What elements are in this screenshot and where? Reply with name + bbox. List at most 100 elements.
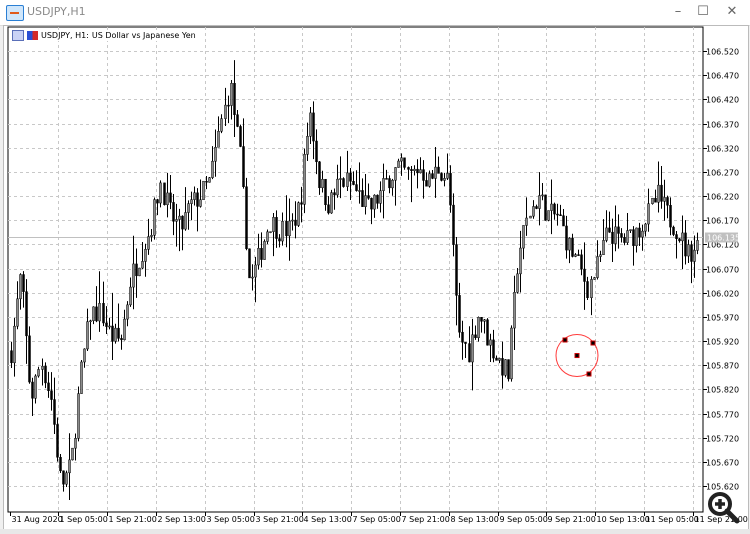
circle-handle <box>590 340 596 346</box>
candle-bear <box>95 306 98 322</box>
candle-bull <box>263 241 266 260</box>
candle-bull <box>68 459 71 474</box>
candle-bear <box>654 197 657 203</box>
candle-bull <box>568 237 571 251</box>
candle-bull <box>71 447 74 461</box>
candle-bear <box>10 350 13 364</box>
candle-bear <box>678 238 681 242</box>
candle-bull <box>269 231 272 233</box>
candle-bull <box>419 169 422 174</box>
candle-bull <box>141 261 144 269</box>
candle-bear <box>669 205 672 228</box>
candle-bull <box>202 180 205 200</box>
y-tick-label: 106.170 <box>706 217 739 226</box>
candle-bear <box>480 317 483 322</box>
zoom-in-icon[interactable] <box>706 490 740 524</box>
candle-bear <box>403 157 406 168</box>
candle-bull <box>635 227 638 246</box>
circle-handle <box>574 353 580 359</box>
candle-bear <box>535 206 538 209</box>
chart-symbol: USDJPY, H1: <box>41 31 89 40</box>
y-tick-label: 106.220 <box>706 193 739 202</box>
candle-bull <box>159 182 162 204</box>
candle-bear <box>507 359 510 380</box>
candle-bull <box>138 267 141 277</box>
candle-bull <box>65 472 68 485</box>
candle-bear <box>53 399 56 425</box>
candle-bull <box>529 215 532 219</box>
candle-bull <box>519 247 522 275</box>
candle-bull <box>166 192 169 206</box>
minimize-button[interactable]: – <box>674 4 682 19</box>
candle-bear <box>492 339 495 359</box>
candle-bull <box>86 321 89 350</box>
candle-bear <box>196 192 199 207</box>
candle-bull <box>211 160 214 178</box>
candle-bull <box>364 195 367 207</box>
candle-bull <box>590 279 593 298</box>
candle-bull <box>126 304 129 320</box>
chart-header: USDJPY, H1: US Dollar vs Japanese Yen <box>12 30 196 41</box>
candle-bear <box>608 227 611 233</box>
maximize-button[interactable]: ☐ <box>697 4 709 19</box>
candle-bull <box>80 361 83 394</box>
candle-bull <box>629 229 632 231</box>
candle-bear <box>105 322 108 327</box>
candle-bull <box>272 217 275 232</box>
x-tick-label: 7 Sep 05:00 <box>353 515 401 524</box>
circle-object <box>555 334 599 378</box>
candle-bull <box>657 184 660 203</box>
x-tick-label: 3 Sep 21:00 <box>256 515 304 524</box>
candle-bull <box>516 273 519 293</box>
y-tick-label: 106.270 <box>706 169 739 178</box>
candle-bull <box>605 227 608 241</box>
candle-bear <box>318 161 321 189</box>
candle-bear <box>294 219 297 226</box>
y-tick-label: 106.370 <box>706 121 739 130</box>
candle-bear <box>327 204 330 214</box>
candle-bear <box>410 169 413 172</box>
x-tick-label: 11 Sep 21:00 <box>695 515 748 524</box>
candle-bull <box>220 118 223 132</box>
candle-bear <box>583 268 586 282</box>
close-button[interactable]: ✕ <box>726 4 738 19</box>
candle-bull <box>382 178 385 191</box>
candle-bear <box>461 331 464 343</box>
y-tick-label: 105.820 <box>706 386 739 395</box>
candle-bull <box>108 325 111 328</box>
candle-bull <box>532 206 535 217</box>
candle-bear <box>172 202 175 222</box>
candle-bear <box>638 227 641 238</box>
candle-bull <box>321 178 324 189</box>
candle-bull <box>471 334 474 363</box>
y-tick-label: 106.020 <box>706 290 739 299</box>
candle-bear <box>102 303 105 324</box>
candle-bear <box>239 126 242 147</box>
indicator-icon <box>12 30 24 41</box>
candle-bear <box>163 182 166 206</box>
candle-bull <box>614 226 617 244</box>
candle-bear <box>431 173 434 179</box>
bottom-strip <box>0 529 750 534</box>
candle-bear <box>586 281 589 298</box>
candle-bull <box>257 248 260 266</box>
candle-bull <box>297 202 300 226</box>
candle-bull <box>150 235 153 237</box>
candle-bull <box>428 173 431 187</box>
bid-price-box <box>705 232 738 243</box>
candle-bear <box>449 173 452 206</box>
candle-bull <box>477 317 480 338</box>
candle-bull <box>397 160 400 168</box>
candle-bull <box>208 177 211 183</box>
y-tick-label: 106.520 <box>706 48 739 57</box>
candle-bull <box>303 154 306 205</box>
candle-bull <box>651 197 654 204</box>
candle-bull <box>217 130 220 148</box>
y-tick-label: 105.620 <box>706 483 739 492</box>
candle-bear <box>437 166 440 174</box>
candle-bull <box>330 192 333 214</box>
candle-bull <box>83 348 86 363</box>
candle-bear <box>455 244 458 296</box>
candle-bear <box>22 274 25 292</box>
